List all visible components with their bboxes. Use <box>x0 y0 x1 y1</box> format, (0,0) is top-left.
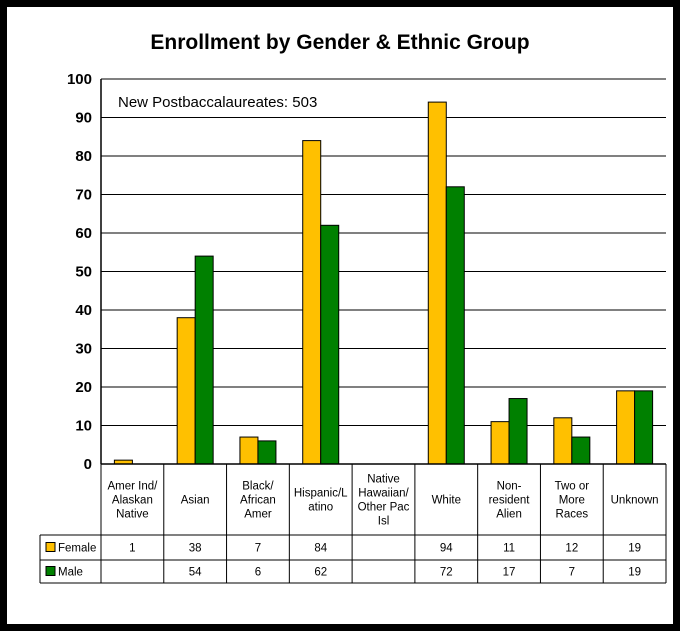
data-table: Amer Ind/Alaskan Native Asian Black/African… <box>39 464 667 584</box>
data-label-female-2: 7 <box>255 543 261 555</box>
y-tick-label-30: 30 <box>75 341 92 358</box>
data-label-female-5: 94 <box>440 543 453 555</box>
bar-male-8 <box>634 390 654 465</box>
y-tick-label-90: 90 <box>75 110 92 127</box>
data-label-female-3: 84 <box>314 543 327 555</box>
category-label-4-2: Other Pac <box>358 502 410 514</box>
y-tick-label-10: 10 <box>75 418 92 435</box>
category-label-7-2: Races <box>556 509 589 521</box>
category-label-1-0: Asian <box>181 495 210 507</box>
category-label-2-2: Amer <box>244 509 272 521</box>
y-tick-label-20: 20 <box>75 379 92 396</box>
bar-male-7 <box>571 436 591 465</box>
category-label-0-2: Native <box>116 509 149 521</box>
annotation-text: New Postbaccalaureates: 503 <box>118 94 317 111</box>
data-label-male-7: 7 <box>569 567 575 579</box>
bar-female-6 <box>490 421 510 465</box>
y-tick-label-50: 50 <box>75 264 92 281</box>
category-label-0-0: Amer Ind/ <box>107 481 158 493</box>
data-label-male-1: 54 <box>189 567 202 579</box>
bar-female-7 <box>553 417 573 465</box>
category-label-5-0: White <box>432 495 461 507</box>
bar-male-1 <box>194 255 214 465</box>
bars <box>113 101 654 465</box>
axes <box>100 79 666 465</box>
category-label-7-1: More <box>559 495 585 507</box>
data-label-female-6: 11 <box>503 543 515 555</box>
legend-label-female: Female <box>58 543 96 555</box>
y-tick-label-100: 100 <box>67 71 92 88</box>
y-tick-label-0: 0 <box>84 456 92 473</box>
category-label-2-0: Black/ <box>242 481 274 493</box>
category-label-6-2: Alien <box>496 509 522 521</box>
data-label-female-7: 12 <box>565 543 578 555</box>
bar-male-2 <box>257 440 277 465</box>
legend-key-female <box>45 542 56 552</box>
data-label-female-8: 19 <box>628 543 641 555</box>
data-label-male-3: 62 <box>314 567 327 579</box>
data-label-male-2: 6 <box>255 567 261 579</box>
data-label-female-0: 1 <box>129 543 135 555</box>
category-label-3-0: Hispanic/L <box>294 488 348 500</box>
category-label-3-1: atino <box>308 502 333 514</box>
data-label-male-6: 17 <box>503 567 516 579</box>
data-label-male-5: 72 <box>440 567 453 579</box>
y-tick-labels: 0 10 20 30 40 50 60 70 80 90 100 <box>67 71 92 473</box>
category-label-2-1: African <box>240 495 276 507</box>
category-label-0-1: Alaskan <box>112 495 153 507</box>
legend-key-male <box>45 566 56 576</box>
category-label-6-0: Non- <box>497 481 522 493</box>
bar-female-5 <box>427 101 447 465</box>
category-label-8-0: Unknown <box>611 495 659 507</box>
data-label-female-1: 38 <box>189 543 202 555</box>
category-label-4-0: Native <box>367 474 400 486</box>
category-label-4-1: Hawaiian/ <box>358 488 409 500</box>
category-label-6-1: resident <box>489 495 531 507</box>
chart-title: Enrollment by Gender & Ethnic Group <box>150 31 530 54</box>
y-tick-label-80: 80 <box>75 148 92 165</box>
category-label-4-3: Isl <box>378 516 390 528</box>
bar-male-5 <box>445 186 465 465</box>
bar-female-1 <box>176 317 196 465</box>
data-label-male-8: 19 <box>628 567 641 579</box>
y-tick-label-60: 60 <box>75 225 92 242</box>
legend-label-male: Male <box>58 567 83 579</box>
bar-female-8 <box>616 390 636 465</box>
y-tick-label-70: 70 <box>75 187 92 204</box>
y-tick-label-40: 40 <box>75 302 92 319</box>
bar-male-3 <box>320 224 340 465</box>
bar-female-3 <box>302 140 322 465</box>
category-label-7-0: Two or <box>555 481 590 493</box>
bar-male-6 <box>508 398 528 465</box>
bar-female-2 <box>239 436 259 465</box>
